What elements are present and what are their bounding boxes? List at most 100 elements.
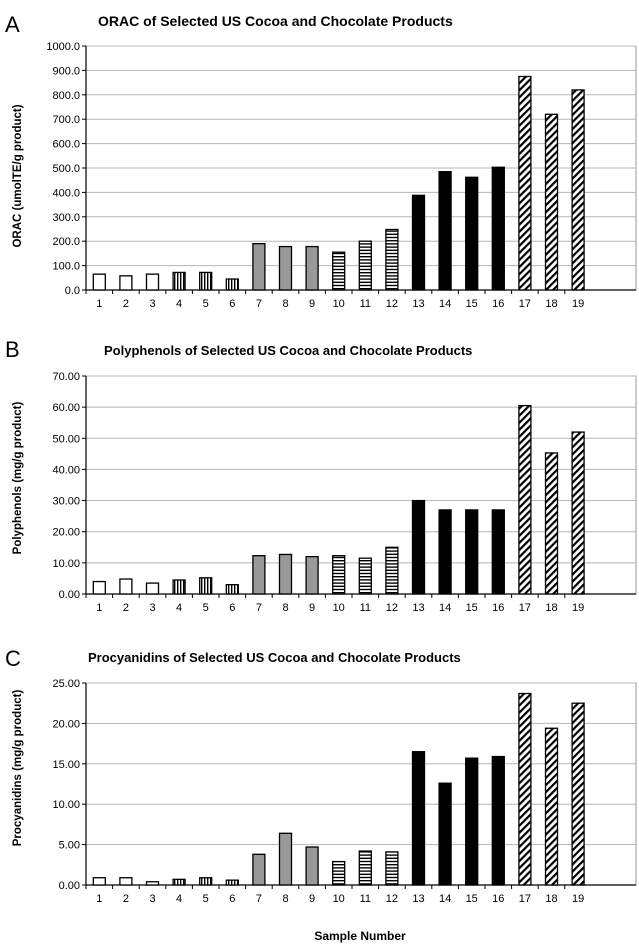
y-tick-label: 600.0: [52, 139, 80, 151]
bar-sample-8: [278, 245, 293, 291]
bar-sample-11: [358, 557, 372, 595]
bar-sample-2: [119, 877, 133, 886]
x-tick-label: 14: [439, 298, 451, 310]
x-tick-label: 11: [360, 298, 371, 310]
y-tick-label: 1000.0: [46, 41, 80, 53]
x-tick-label: 6: [229, 602, 235, 614]
bar-sample-1: [92, 877, 106, 886]
bar-sample-5: [199, 577, 213, 595]
x-tick-label: 9: [309, 298, 315, 310]
x-tick-label: 1: [96, 298, 102, 310]
bar-sample-16: [491, 166, 505, 291]
y-tick-label: 70.00: [52, 371, 80, 383]
bar-sample-2: [119, 275, 133, 291]
y-tick-label: 500.0: [52, 163, 80, 175]
x-tick-label: 2: [123, 298, 129, 310]
y-tick-label: 700.0: [52, 114, 80, 126]
bar-sample-13: [411, 499, 426, 595]
bar-sample-8: [278, 553, 293, 595]
x-tick-label: 18: [545, 298, 557, 310]
x-tick-label: 11: [360, 602, 371, 614]
bar-sample-13: [411, 194, 426, 291]
y-tick-label: 60.00: [52, 402, 80, 414]
y-tick-label: 200.0: [52, 236, 80, 248]
bar-sample-14: [438, 782, 452, 886]
bar-sample-6: [225, 584, 239, 595]
x-tick-label: 15: [466, 893, 478, 905]
y-tick-label: 25.00: [52, 678, 80, 690]
bar-sample-4: [172, 878, 186, 886]
x-tick-label: 19: [572, 602, 584, 614]
x-tick-label: 17: [519, 893, 531, 905]
x-tick-label: 13: [412, 602, 424, 614]
x-tick-label: 4: [176, 298, 182, 310]
x-tick-label: 19: [572, 298, 584, 310]
x-tick-label: 2: [123, 893, 129, 905]
bar-sample-19: [571, 89, 585, 291]
y-tick-label: 5.00: [59, 840, 80, 852]
bar-sample-12: [385, 546, 399, 595]
chart-panel-a: A ORAC of Selected US Cocoa and Chocolat…: [5, 12, 637, 310]
y-tick-label: 50.00: [52, 433, 80, 445]
bar-sample-8: [278, 832, 293, 886]
y-tick-label: 100.0: [52, 261, 80, 273]
bar-sample-5: [199, 271, 213, 291]
x-tick-label: 12: [386, 893, 398, 905]
chart-panel-c: C Procyanidins of Selected US Cocoa and …: [5, 646, 637, 943]
bar-sample-14: [438, 171, 452, 291]
bar-sample-17: [518, 75, 532, 291]
x-tick-label: 9: [309, 602, 315, 614]
y-tick-label: 40.00: [52, 464, 80, 476]
x-tick-label: 14: [439, 602, 451, 614]
bar-sample-16: [491, 755, 505, 886]
bar-sample-1: [92, 580, 106, 595]
bar-sample-5: [199, 877, 213, 886]
x-tick-label: 2: [123, 602, 129, 614]
y-tick-label: 400.0: [52, 187, 80, 199]
y-tick-label: 10.00: [52, 558, 80, 570]
x-tick-label: 8: [282, 298, 288, 310]
y-tick-label: 10.00: [52, 799, 80, 811]
x-tick-label: 1: [96, 602, 102, 614]
x-tick-label: 15: [466, 298, 478, 310]
x-tick-label: 16: [492, 893, 504, 905]
bar-sample-1: [92, 273, 106, 291]
bar-sample-17: [518, 692, 532, 886]
y-tick-label: 300.0: [52, 212, 80, 224]
bar-sample-10: [332, 555, 346, 595]
bar-sample-18: [544, 727, 559, 886]
bar-sample-9: [305, 555, 319, 595]
chart-title-c: Procyanidins of Selected US Cocoa and Ch…: [88, 650, 461, 665]
bar-sample-17: [518, 404, 532, 595]
bar-sample-6: [225, 879, 239, 886]
chart-title-a: ORAC of Selected US Cocoa and Chocolate …: [98, 13, 453, 29]
x-tick-label: 15: [466, 602, 478, 614]
xlabel-c: Sample Number: [314, 929, 406, 943]
x-tick-label: 8: [282, 602, 288, 614]
y-tick-label: 800.0: [52, 90, 80, 102]
panel-letter-b: B: [5, 337, 20, 362]
bar-sample-9: [305, 846, 319, 886]
x-tick-label: 12: [386, 298, 398, 310]
x-tick-label: 16: [492, 298, 504, 310]
bar-sample-19: [571, 702, 585, 886]
bar-sample-15: [465, 176, 479, 291]
y-tick-label: 20.00: [52, 718, 80, 730]
y-tick-label: 15.00: [52, 759, 80, 771]
ylabel-a: ORAC (umolTE/g product): [12, 104, 24, 247]
bar-sample-19: [571, 431, 585, 595]
x-tick-label: 9: [309, 893, 315, 905]
bar-sample-10: [332, 251, 346, 291]
bar-sample-11: [358, 850, 372, 886]
plot-a: 0.0 100.0 200.0 300.0 400.0 500.0 600.0 700.0 80…: [46, 41, 637, 310]
x-tick-label: 14: [439, 893, 451, 905]
bar-sample-4: [172, 271, 186, 291]
bar-sample-11: [358, 240, 372, 291]
bar-sample-14: [438, 509, 452, 595]
y-tick-label: 30.00: [52, 496, 80, 508]
bar-sample-10: [332, 860, 346, 886]
x-tick-label: 13: [412, 298, 424, 310]
bar-sample-4: [172, 579, 186, 595]
bar-sample-3: [145, 273, 160, 291]
